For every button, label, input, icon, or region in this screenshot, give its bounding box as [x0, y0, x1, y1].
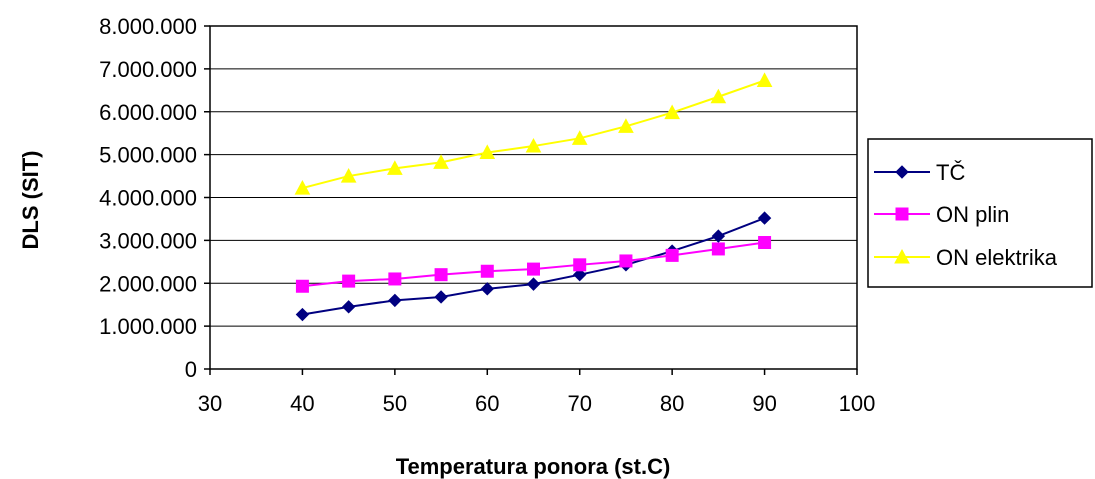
data-point: [479, 144, 496, 159]
series-3: [294, 72, 773, 195]
data-point: [434, 268, 448, 282]
data-point: [294, 180, 311, 195]
data-point: [757, 211, 772, 225]
data-point: [388, 272, 402, 286]
gridlines: [210, 68, 857, 327]
y-tick-labels: 0 1.000.000 2.000.000 3.000.000 4.000.000 5.0…: [99, 14, 197, 382]
x-tick-label: 90: [752, 391, 776, 416]
x-tick-label: 80: [660, 391, 684, 416]
data-point: [480, 264, 494, 278]
y-tick-label: 2.000.000: [99, 271, 197, 296]
legend: TČ ON plin ON elektrika: [867, 138, 1093, 288]
legend-label: TČ: [936, 160, 965, 185]
series-group: [294, 72, 773, 322]
data-point: [387, 160, 403, 175]
legend-marker: [895, 207, 909, 221]
data-point: [525, 137, 542, 153]
data-point: [665, 248, 679, 262]
data-point: [527, 262, 540, 276]
y-tick-label: 0: [185, 357, 197, 382]
data-point: [340, 168, 357, 183]
x-tick-label: 100: [839, 391, 876, 416]
data-point: [664, 104, 680, 120]
y-tick-label: 5.000.000: [99, 143, 197, 168]
data-point: [433, 154, 449, 169]
data-point: [295, 307, 310, 322]
y-tick-label: 4.000.000: [99, 186, 197, 211]
data-point: [342, 274, 356, 288]
data-point: [573, 267, 587, 282]
x-tick-label: 50: [383, 391, 407, 416]
x-tick-label: 70: [567, 391, 591, 416]
y-tick-label: 8.000.000: [99, 14, 197, 39]
y-tick-label: 7.000.000: [99, 57, 197, 82]
legend-label: ON elektrika: [936, 245, 1058, 270]
x-tick-labels: 30 40 50 60 70 80 90 100: [198, 391, 876, 416]
data-point: [341, 300, 356, 314]
data-point: [710, 88, 727, 104]
legend-marker: [895, 165, 909, 179]
y-axis-title: DLS (SIT): [18, 151, 43, 250]
data-point: [758, 236, 772, 250]
data-point: [480, 282, 494, 296]
legend-label: ON plin: [936, 202, 1009, 227]
y-tick-label: 6.000.000: [99, 100, 197, 125]
data-point: [434, 290, 448, 304]
legend-marker: [894, 248, 910, 264]
y-tick-label: 1.000.000: [99, 314, 197, 339]
data-point: [619, 254, 633, 268]
data-point: [526, 277, 541, 291]
data-point: [388, 293, 402, 308]
y-tick-label: 3.000.000: [99, 228, 197, 253]
x-tick-label: 30: [198, 391, 222, 416]
axes: [204, 25, 858, 375]
data-point: [295, 279, 309, 293]
x-tick-label: 60: [475, 391, 499, 416]
data-point: [756, 72, 773, 87]
series-line: [302, 79, 765, 190]
data-point: [571, 130, 588, 145]
x-axis-title: Temperatura ponora (st.C): [396, 454, 671, 479]
data-point: [711, 242, 725, 256]
data-point: [618, 118, 634, 133]
data-point: [573, 258, 587, 272]
series-2: [295, 236, 772, 293]
data-point: [711, 229, 726, 243]
x-tick-label: 40: [290, 391, 314, 416]
